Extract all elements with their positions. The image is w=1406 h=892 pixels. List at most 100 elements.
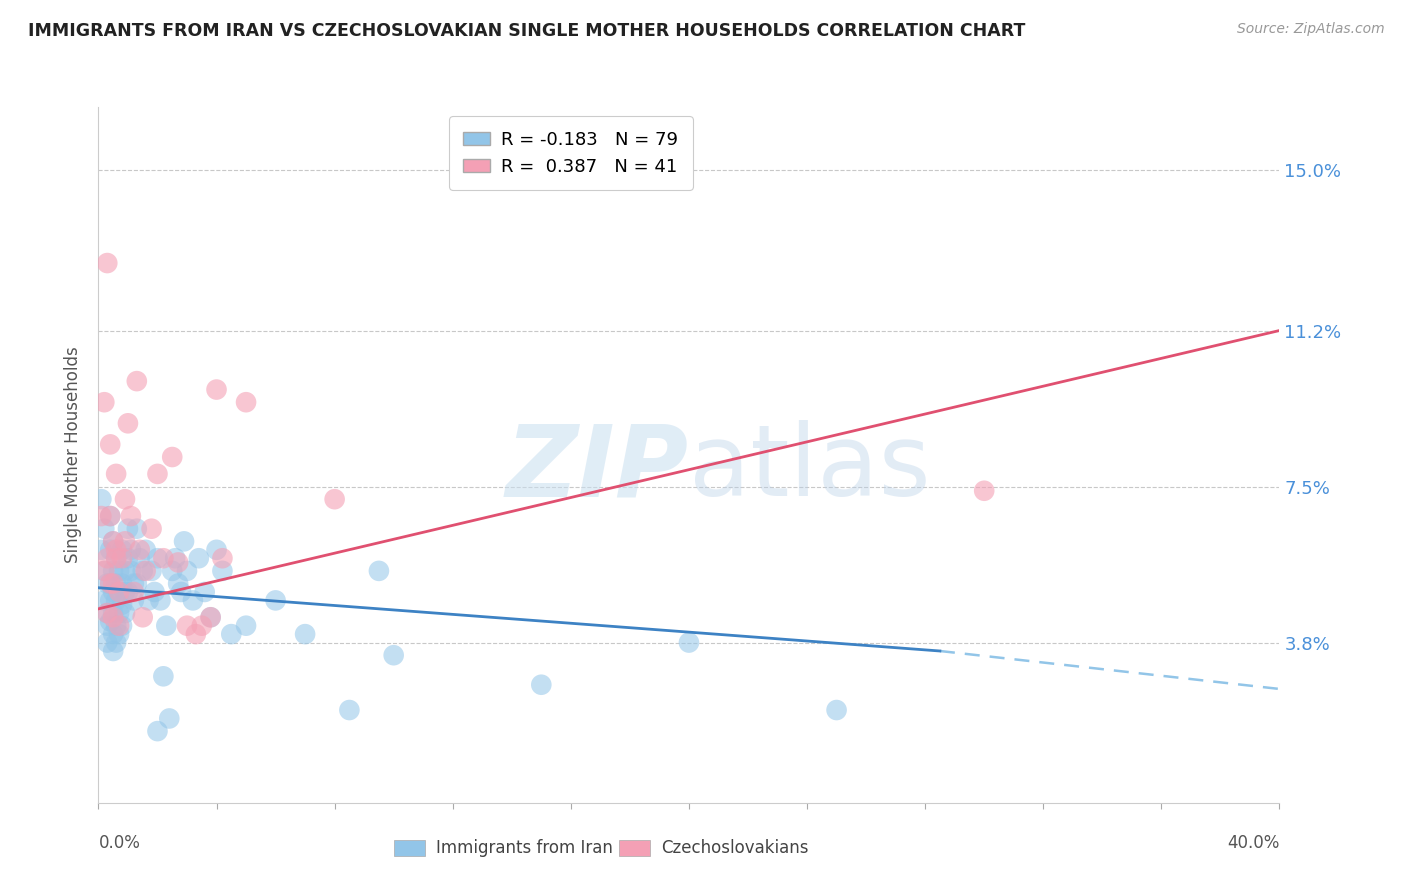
Point: [382, 648, 405, 663]
Point: [105, 593, 128, 607]
Point: [117, 585, 139, 599]
Point: [162, 564, 183, 578]
Point: [90, 509, 112, 524]
Point: [167, 576, 190, 591]
Point: [96, 618, 118, 632]
Point: [117, 417, 139, 431]
Point: [146, 551, 169, 566]
Point: [98, 615, 121, 629]
Text: atlas: atlas: [689, 420, 931, 517]
Point: [170, 585, 193, 599]
Point: [146, 724, 169, 739]
Point: [323, 492, 346, 507]
Point: [98, 576, 121, 591]
Point: [96, 576, 118, 591]
Point: [96, 256, 118, 270]
Point: [157, 711, 180, 725]
Point: [111, 551, 134, 566]
Point: [93, 593, 115, 607]
Point: [103, 564, 125, 578]
Point: [200, 610, 222, 624]
Point: [128, 551, 150, 566]
Text: IMMIGRANTS FROM IRAN VS CZECHOSLOVAKIAN SINGLE MOTHER HOUSEHOLDS CORRELATION CHA: IMMIGRANTS FROM IRAN VS CZECHOSLOVAKIAN …: [28, 22, 1025, 40]
Point: [184, 627, 207, 641]
Point: [114, 564, 136, 578]
Point: [120, 564, 142, 578]
Point: [128, 542, 150, 557]
Point: [108, 564, 131, 578]
Text: ZIP: ZIP: [506, 420, 689, 517]
Point: [98, 509, 121, 524]
Point: [96, 635, 118, 649]
Point: [235, 618, 257, 632]
Point: [181, 593, 204, 607]
Point: [108, 627, 131, 641]
Point: [825, 703, 848, 717]
Point: [125, 374, 148, 388]
Point: [98, 576, 121, 591]
Point: [143, 585, 166, 599]
Point: [264, 593, 287, 607]
Point: [105, 551, 128, 566]
Point: [191, 618, 214, 632]
Text: Immigrants from Iran: Immigrants from Iran: [436, 839, 613, 857]
Point: [211, 564, 233, 578]
Point: [93, 395, 115, 409]
Point: [125, 576, 148, 591]
Point: [205, 542, 228, 557]
Point: [108, 585, 131, 599]
Point: [103, 576, 125, 591]
Point: [132, 564, 155, 578]
Point: [125, 522, 148, 536]
Point: [108, 606, 131, 620]
Point: [98, 509, 121, 524]
Point: [122, 593, 145, 607]
Point: [108, 585, 131, 599]
Point: [114, 492, 136, 507]
Text: 0.0%: 0.0%: [98, 834, 141, 852]
Point: [173, 534, 195, 549]
Point: [120, 509, 142, 524]
Point: [111, 542, 134, 557]
Point: [105, 542, 128, 557]
Point: [294, 627, 316, 641]
Point: [96, 606, 118, 620]
Point: [103, 627, 125, 641]
Point: [103, 534, 125, 549]
Point: [162, 450, 183, 464]
Point: [194, 585, 217, 599]
Point: [120, 542, 142, 557]
Point: [90, 542, 112, 557]
Point: [90, 492, 112, 507]
Point: [155, 618, 177, 632]
Point: [111, 576, 134, 591]
Text: Czechoslovakians: Czechoslovakians: [661, 839, 808, 857]
Point: [122, 576, 145, 591]
Point: [219, 627, 242, 641]
Point: [98, 542, 121, 557]
Point: [149, 593, 172, 607]
Point: [96, 606, 118, 620]
Point: [176, 564, 198, 578]
Point: [93, 564, 115, 578]
Point: [138, 593, 160, 607]
Point: [103, 606, 125, 620]
Point: [114, 585, 136, 599]
Point: [167, 556, 190, 570]
Point: [176, 618, 198, 632]
Point: [678, 635, 700, 649]
Point: [105, 551, 128, 566]
Point: [165, 551, 187, 566]
Point: [530, 678, 553, 692]
Point: [152, 551, 174, 566]
Point: [105, 576, 128, 591]
Point: [105, 467, 128, 481]
Point: [205, 383, 228, 397]
Point: [141, 522, 163, 536]
Point: [105, 618, 128, 632]
Point: [132, 610, 155, 624]
Point: [114, 534, 136, 549]
Text: Source: ZipAtlas.com: Source: ZipAtlas.com: [1237, 22, 1385, 37]
Point: [146, 467, 169, 481]
Point: [103, 534, 125, 549]
